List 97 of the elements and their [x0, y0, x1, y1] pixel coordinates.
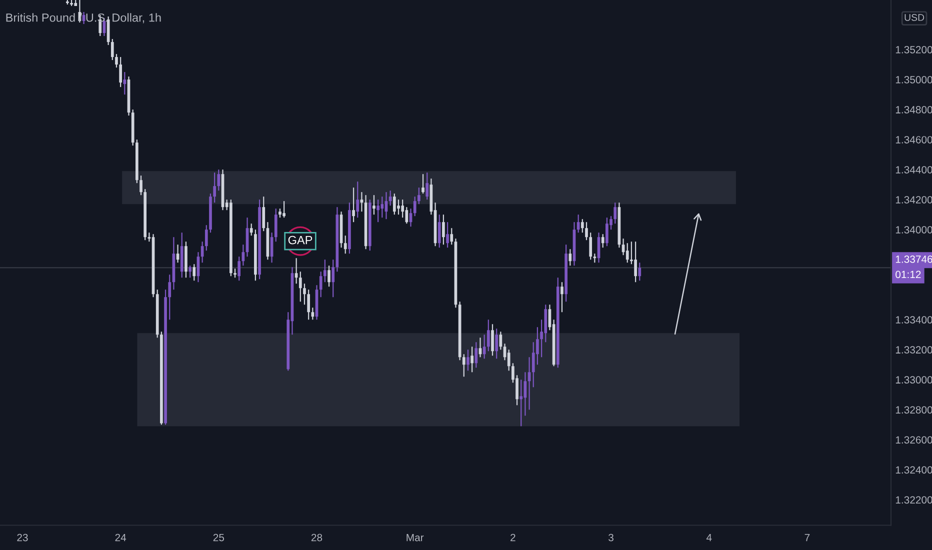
- candlestick: [298, 271, 302, 302]
- x-tick-label: Mar: [406, 534, 424, 542]
- y-tick-label: 1.33000: [896, 376, 932, 384]
- candlestick: [422, 174, 424, 194]
- candlestick: [482, 334, 486, 360]
- candlestick: [115, 53, 118, 68]
- candlestick: [192, 264, 196, 282]
- candlestick: [352, 187, 355, 223]
- candlestick: [466, 349, 470, 372]
- candlestick: [392, 193, 396, 216]
- ref-line-label: 1.33746: [896, 256, 932, 263]
- y-tick-label: 1.32800: [896, 406, 932, 414]
- y-tick-label: 1.32400: [896, 466, 932, 474]
- candlestick: [585, 222, 588, 241]
- candlestick: [438, 214, 441, 248]
- candlestick: [204, 224, 208, 252]
- candlestick: [442, 214, 445, 246]
- y-tick-label: 1.34800: [896, 106, 932, 114]
- candlestick: [560, 282, 564, 313]
- candlestick: [372, 194, 376, 216]
- candlestick: [601, 234, 604, 248]
- candlestick: [168, 274, 172, 320]
- candlestick: [626, 242, 629, 264]
- candlestick: [278, 208, 282, 218]
- candlestick: [238, 256, 241, 282]
- y-tick-label: 1.32200: [896, 496, 932, 504]
- candlestick: [213, 172, 216, 204]
- candlestick: [123, 71, 126, 96]
- candlestick: [307, 289, 310, 320]
- candlestick: [405, 206, 408, 224]
- candlestick: [576, 214, 580, 234]
- x-tick-label: 7: [804, 534, 810, 542]
- candlestick: [474, 342, 478, 368]
- y-tick-label: 1.35000: [896, 76, 932, 84]
- candlestick: [418, 187, 420, 205]
- y-tick-label: 1.35200: [896, 46, 932, 54]
- candlestick: [580, 218, 584, 234]
- candlestick: [319, 271, 322, 298]
- candlestick: [606, 217, 608, 247]
- candlestick: [446, 222, 449, 248]
- candlestick: [328, 265, 330, 288]
- candlestick: [413, 196, 416, 217]
- candlestick: [303, 283, 306, 306]
- x-tick-label: 4: [706, 534, 712, 542]
- candlestick: [520, 379, 523, 427]
- candlestick: [388, 190, 392, 206]
- candlestick: [376, 199, 380, 223]
- candlestick: [311, 307, 314, 320]
- x-tick-label: 23: [17, 534, 28, 542]
- y-tick-label: 1.33400: [896, 316, 932, 324]
- candlestick: [397, 199, 400, 216]
- candlestick: [119, 56, 122, 88]
- candlestick: [274, 208, 278, 242]
- candlestick: [593, 253, 596, 264]
- x-tick-label: 28: [311, 534, 322, 542]
- candlestick: [217, 169, 220, 192]
- candlestick: [323, 259, 326, 283]
- candlestick: [234, 268, 236, 278]
- candlestick: [532, 342, 535, 388]
- candlestick: [344, 235, 347, 254]
- candlestick: [634, 241, 637, 283]
- candlestick: [262, 196, 266, 232]
- candlestick: [110, 38, 114, 61]
- candlestick: [568, 248, 572, 266]
- candlestick: [380, 196, 384, 218]
- candlestick: [486, 319, 490, 352]
- candlestick: [470, 346, 474, 373]
- candlestick: [638, 262, 642, 282]
- x-tick-label: 25: [213, 534, 224, 542]
- candlestick: [499, 331, 502, 350]
- candlestick: [188, 265, 192, 278]
- candlestick: [426, 172, 429, 200]
- candlestick: [450, 228, 454, 246]
- y-tick-label: 1.33200: [896, 346, 932, 354]
- candlestick: [140, 175, 142, 196]
- candlestick: [507, 349, 510, 372]
- y-tick-label: 1.34600: [896, 136, 932, 144]
- candlestick: [495, 328, 498, 360]
- candlestick: [614, 202, 617, 224]
- x-tick-label: 24: [115, 534, 126, 542]
- candlestick: [356, 181, 360, 218]
- candlestick: [250, 223, 253, 236]
- candlestick: [282, 200, 286, 218]
- annotation: GAP: [288, 236, 312, 244]
- y-tick-label: 1.32600: [896, 436, 932, 444]
- candlestick: [491, 324, 494, 356]
- y-tick-label: 1.34400: [896, 166, 932, 174]
- candlestick: [332, 259, 335, 298]
- candlestick: [589, 232, 592, 260]
- y-tick-label: 1.34000: [896, 226, 932, 234]
- text: 01:12: [896, 270, 921, 278]
- x-tick-label: 2: [510, 534, 516, 542]
- y-tick-label: 1.34200: [896, 196, 932, 204]
- candlestick: [401, 199, 404, 218]
- candlestick: [462, 354, 466, 378]
- x-tick-label: 3: [608, 534, 614, 542]
- text: USD: [904, 14, 924, 21]
